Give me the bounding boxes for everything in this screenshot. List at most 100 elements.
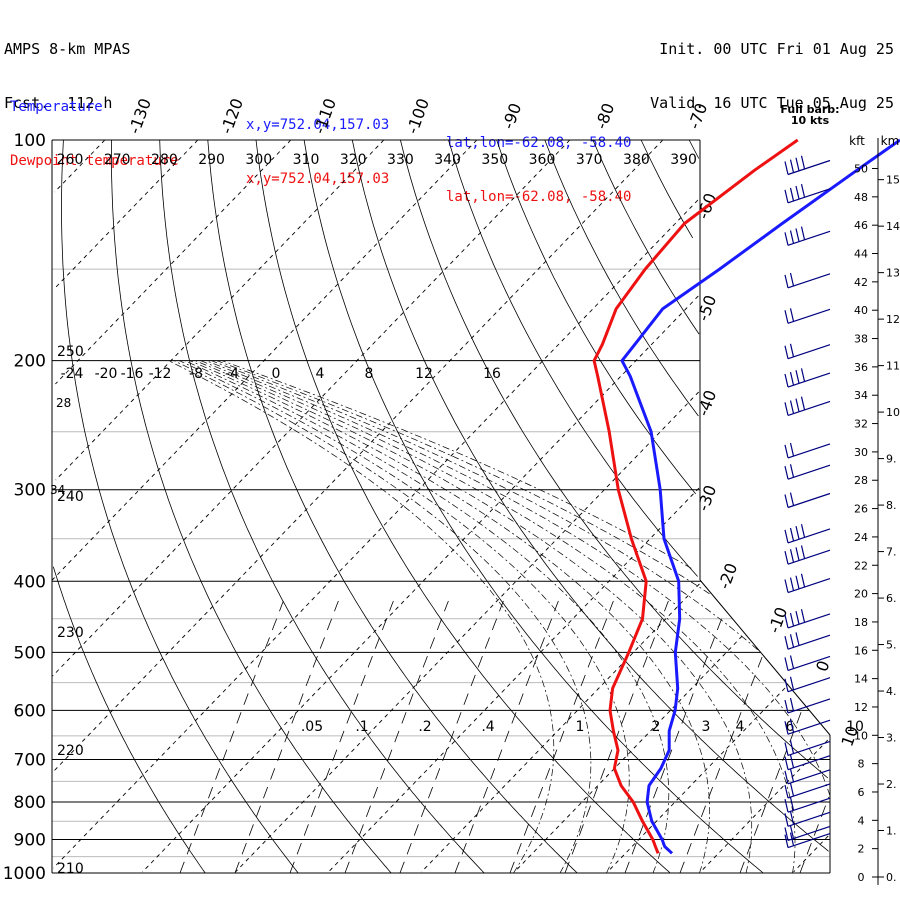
km-label: 7. [886,546,897,559]
wind-barbs [784,155,831,849]
kft-label: 16 [854,644,868,657]
barb-feather [784,494,789,508]
barb-feather [800,155,806,169]
isotherm [700,739,829,873]
isotherm-label: -80 [591,101,618,132]
km-label: 3. [886,732,897,745]
isotherm-label: -100 [403,96,433,137]
forecast-hour: Fcst. 112 h [4,94,113,112]
isotherm-label: 0 [812,658,833,674]
mixing-ratio-label: -16 [121,366,144,382]
barb-feather [784,657,789,671]
height-axis: kft km02468101214161820222426283032343638… [780,103,900,885]
barb-feather [789,811,795,825]
mixing-ratio-label: 2 [652,719,661,735]
barb-feather [789,782,795,797]
km-label: 2. [886,778,897,791]
barb-feather [789,825,795,839]
kft-label: 0 [858,871,865,884]
mixing-ratio-line [454,600,559,874]
kft-label: 2 [858,843,865,856]
barb-feather [784,756,789,770]
moist-adiabat [189,360,710,874]
km-label: 5. [886,639,897,652]
barb-staff [787,400,831,416]
isotherm [328,487,700,873]
km-label: 15. [886,174,900,187]
barb-feather [789,832,795,846]
dry-adiabat [255,139,671,874]
barb-feather [789,719,795,733]
barb-staff [787,833,831,849]
wind-barb [784,632,831,650]
kft-label: 48 [854,191,868,204]
isotherm [607,687,786,873]
barb-feather [795,575,800,589]
adiabat-label: 340 [434,152,461,168]
adiabat-label-left: 220 [57,743,84,759]
adiabat-label: 350 [481,152,508,168]
mixing-ratio-line [179,600,284,874]
barb-staff [787,188,831,204]
wind-barb [784,184,831,204]
km-label: 10. [886,406,900,419]
pressure-label: 700 [14,750,46,770]
wind-barb [784,524,831,544]
isotherm [793,835,829,873]
mixing-ratio-line [344,600,449,874]
barb-feather [784,310,789,324]
wind-barb [784,782,831,799]
pressure-label: 800 [14,793,46,813]
wind-barb [784,155,831,176]
kft-label: 38 [854,333,868,346]
moist-adiabat [200,360,796,874]
km-label: 8. [886,499,897,512]
wind-barb [784,740,831,757]
km-label: 14. [886,220,900,233]
barb-staff [787,797,831,813]
dry-adiabat [544,139,699,417]
barb-feather [784,834,789,848]
barb-feather [789,272,795,287]
edge-label: 28 [56,396,71,410]
barb-feather [784,529,789,544]
wind-barb [784,226,831,246]
barb-feather [784,444,789,459]
wind-barb [784,545,831,565]
dry-adiabat [111,139,392,874]
barb-staff [787,528,831,544]
isotherm-label: -10 [764,605,791,636]
barb-feather [800,368,806,382]
barb-feather [784,699,789,714]
kft-label: 40 [854,304,868,317]
barb-staff [787,698,831,714]
kft-label: 46 [854,219,868,232]
mixing-ratio-line [234,600,339,874]
kft-label: 32 [854,418,868,431]
barb-feather [789,797,795,811]
barb-feather [800,573,806,587]
barb-staff [787,464,831,480]
legend-temperature: Temperature x,y=752.04,157.03 lat,lon=-6… [10,80,631,151]
kft-label: 12 [854,701,868,714]
kft-label: 22 [854,559,868,572]
km-label: 4. [886,685,897,698]
mixing-ratio-line [799,796,830,874]
mixing-ratio-label: 4 [316,366,325,382]
adiabat-label-left: 230 [57,625,84,641]
mixing-ratio-line [289,600,394,874]
barb-staff [787,308,831,324]
dry-adiabat [496,139,697,495]
barb-feather [789,655,795,669]
adiabat-label-left: 210 [57,861,84,877]
barb-feather [784,274,789,288]
barb-feather [789,442,795,457]
wind-barb [784,573,831,594]
barb-feather [795,185,800,200]
wind-barb [784,272,831,289]
barb-feather [789,308,795,322]
kft-label: 42 [854,276,868,289]
wind-barb [784,754,831,771]
header-left: AMPS 8-km MPAS Fcst. 112 h [4,4,130,148]
